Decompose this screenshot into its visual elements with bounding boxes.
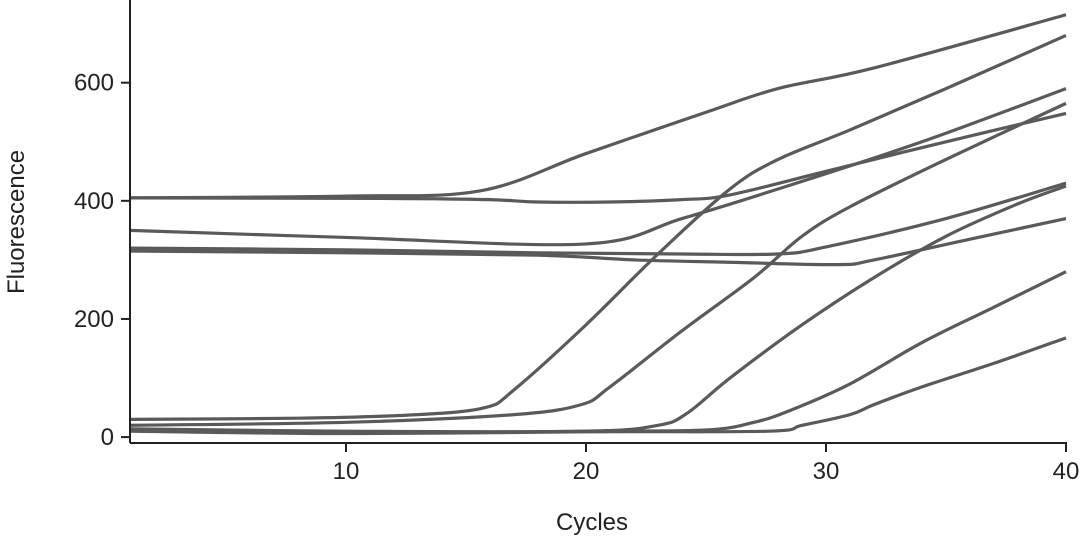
series-line-curve-9 xyxy=(129,270,1067,435)
y-ticks: 0 200 400 600 xyxy=(74,70,130,451)
x-tick-label: 30 xyxy=(813,458,840,485)
series-layer xyxy=(129,13,1067,436)
x-tick-label: 10 xyxy=(333,458,360,485)
series-line-curve-1 xyxy=(129,13,1067,200)
x-tick-label: 40 xyxy=(1053,458,1080,485)
x-axis-title: Cycles xyxy=(556,509,628,536)
series-line-curve-7 xyxy=(129,101,1067,427)
x-ticks: 10 20 30 40 xyxy=(333,443,1080,485)
series-line-curve-3 xyxy=(129,87,1067,247)
series-line-curve-2 xyxy=(129,111,1067,204)
y-tick-label: 400 xyxy=(74,188,114,215)
series-line-curve-10 xyxy=(129,336,1067,436)
y-tick-label: 600 xyxy=(74,70,114,97)
y-axis-title: Fluorescence xyxy=(3,150,30,294)
y-tick-label: 200 xyxy=(74,306,114,333)
y-tick-label: 0 xyxy=(101,424,114,451)
series-line-curve-4 xyxy=(129,181,1067,257)
series-line-curve-6 xyxy=(129,33,1067,421)
x-tick-label: 20 xyxy=(573,458,600,485)
